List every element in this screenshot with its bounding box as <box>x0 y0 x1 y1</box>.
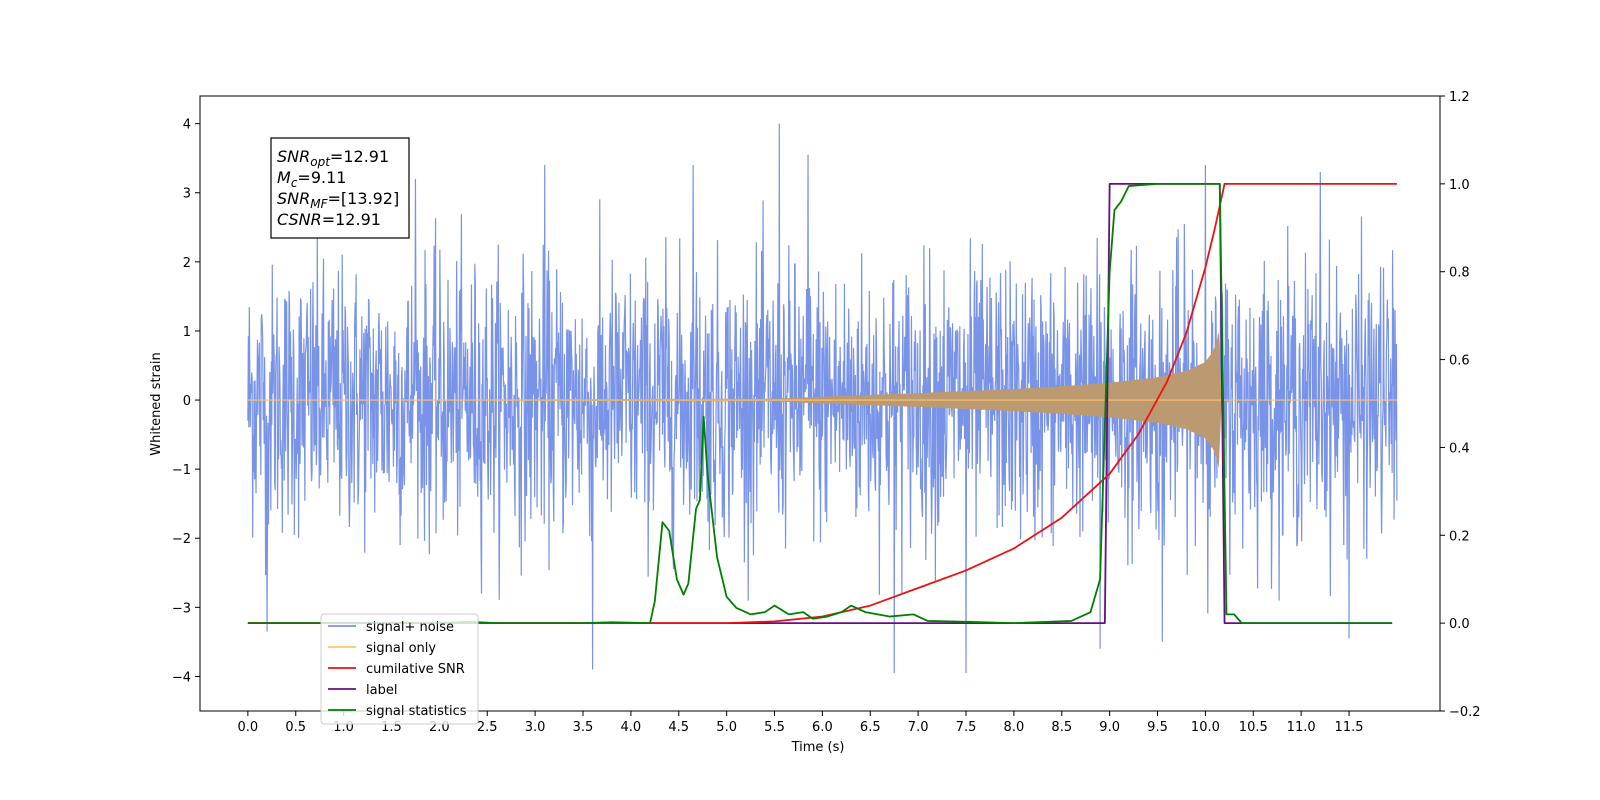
x-tick-label: 7.5 <box>956 720 977 735</box>
y-tick-label: −2 <box>172 532 191 547</box>
y-tick-label: −4 <box>172 670 191 685</box>
y-tick-label: 0 <box>183 394 191 409</box>
stat-symbol: SNR <box>277 147 310 166</box>
plot-area <box>247 123 1398 673</box>
x-tick-label: 0.0 <box>238 720 259 735</box>
x-tick-label: 5.0 <box>716 720 737 735</box>
stat-subscript: MF <box>310 197 328 211</box>
signal-noise-series <box>247 123 1398 673</box>
signal-only-series <box>247 331 1397 469</box>
x-tick-label: 10.5 <box>1239 720 1268 735</box>
stat-value: =9.11 <box>297 168 346 187</box>
y-axis-left: 4 3 2 1 0 −1 −2 −3 −4 <box>172 118 200 685</box>
x-tick-label: 3.5 <box>573 720 594 735</box>
y2-tick-label: 1.2 <box>1449 90 1470 105</box>
stats-box-frame <box>270 137 410 239</box>
x-tick-label: 4.0 <box>621 720 642 735</box>
stat-value: =[13.92] <box>328 189 400 208</box>
y2-tick-label: 0.0 <box>1449 617 1470 632</box>
legend-label: signal statistics <box>366 704 467 719</box>
y2-tick-label: −0.2 <box>1449 705 1481 720</box>
stat-subscript: c <box>291 176 298 190</box>
y2-tick-label: 1.0 <box>1449 178 1470 193</box>
y-axis-right: 1.2 1.0 0.8 0.6 0.4 0.2 0.0 −0.2 <box>1440 90 1481 720</box>
stat-line: Mc=9.11 <box>277 168 346 190</box>
x-tick-label: 5.5 <box>764 720 785 735</box>
x-tick-label: 0.5 <box>285 720 306 735</box>
signal-noise-line <box>247 123 1398 673</box>
x-tick-label: 3.0 <box>525 720 546 735</box>
y2-tick-label: 0.6 <box>1449 354 1470 369</box>
y-tick-label: 4 <box>183 118 191 133</box>
y-tick-label: −1 <box>172 463 191 478</box>
signal-statistics-line <box>247 182 1393 625</box>
x-tick-label: 2.5 <box>477 720 498 735</box>
stat-line: SNRopt=12.91 <box>277 147 389 169</box>
y2-tick-label: 0.2 <box>1449 529 1470 544</box>
stat-line: SNRMF=[13.92] <box>277 189 399 211</box>
stat-symbol: M <box>277 168 291 187</box>
stat-value: =12.91 <box>330 147 389 166</box>
legend: signal+ noise signal only cumilative SNR la… <box>320 613 479 725</box>
plot-frame <box>199 95 1441 712</box>
legend-label: label <box>366 683 397 698</box>
y2-tick-label: 0.8 <box>1449 266 1470 281</box>
cumulative-snr-line <box>247 182 1397 625</box>
legend-label: signal+ noise <box>366 620 454 635</box>
x-tick-label: 7.0 <box>908 720 929 735</box>
y-tick-label: 3 <box>183 187 191 202</box>
stats-annotation-box: SNRopt=12.91Mc=9.11SNRMF=[13.92]CSNR=12.… <box>270 137 410 239</box>
x-tick-label: 6.5 <box>860 720 881 735</box>
y-tick-label: −3 <box>172 601 191 616</box>
x-tick-label: 11.0 <box>1287 720 1316 735</box>
stat-symbol: CSNR <box>277 210 322 229</box>
y-axis-title: Whitened strain <box>149 352 164 455</box>
x-tick-label: 4.5 <box>668 720 689 735</box>
y2-tick-label: 0.4 <box>1449 441 1470 456</box>
x-tick-label: 6.0 <box>812 720 833 735</box>
legend-frame <box>320 613 479 725</box>
x-tick-label: 11.5 <box>1335 720 1364 735</box>
x-axis-title: Time (s) <box>791 740 845 755</box>
stat-symbol: SNR <box>277 189 310 208</box>
y-tick-label: 2 <box>183 256 191 271</box>
right-axis-series <box>247 182 1397 625</box>
x-tick-label: 10.0 <box>1191 720 1220 735</box>
x-tick-label: 8.0 <box>1004 720 1025 735</box>
legend-label: signal only <box>366 641 436 656</box>
x-tick-label: 9.5 <box>1147 720 1168 735</box>
legend-label: cumilative SNR <box>366 662 465 677</box>
x-tick-label: 8.5 <box>1051 720 1072 735</box>
x-tick-label: 9.0 <box>1099 720 1120 735</box>
y-tick-label: 1 <box>183 325 191 340</box>
stat-line: CSNR=12.91 <box>277 210 381 229</box>
stat-subscript: opt <box>310 155 331 169</box>
stat-value: =12.91 <box>322 210 381 229</box>
